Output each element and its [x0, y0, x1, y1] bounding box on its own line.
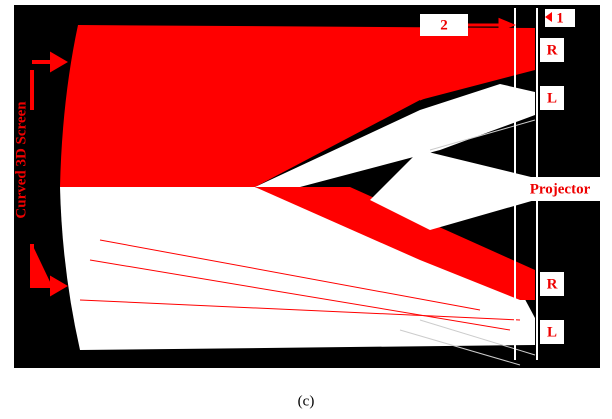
marker-label: 2: [440, 17, 448, 33]
marker-label: 1: [556, 10, 564, 26]
label: Projector: [530, 181, 591, 197]
caption: (c): [298, 393, 315, 409]
label: L: [547, 90, 557, 106]
figure: 2 1 Curved 3D Screen R L Projector R L (…: [0, 0, 612, 419]
label: R: [547, 276, 558, 292]
screen-label: Curved 3D Screen: [13, 101, 29, 219]
label: L: [547, 324, 557, 340]
label: R: [547, 42, 558, 58]
